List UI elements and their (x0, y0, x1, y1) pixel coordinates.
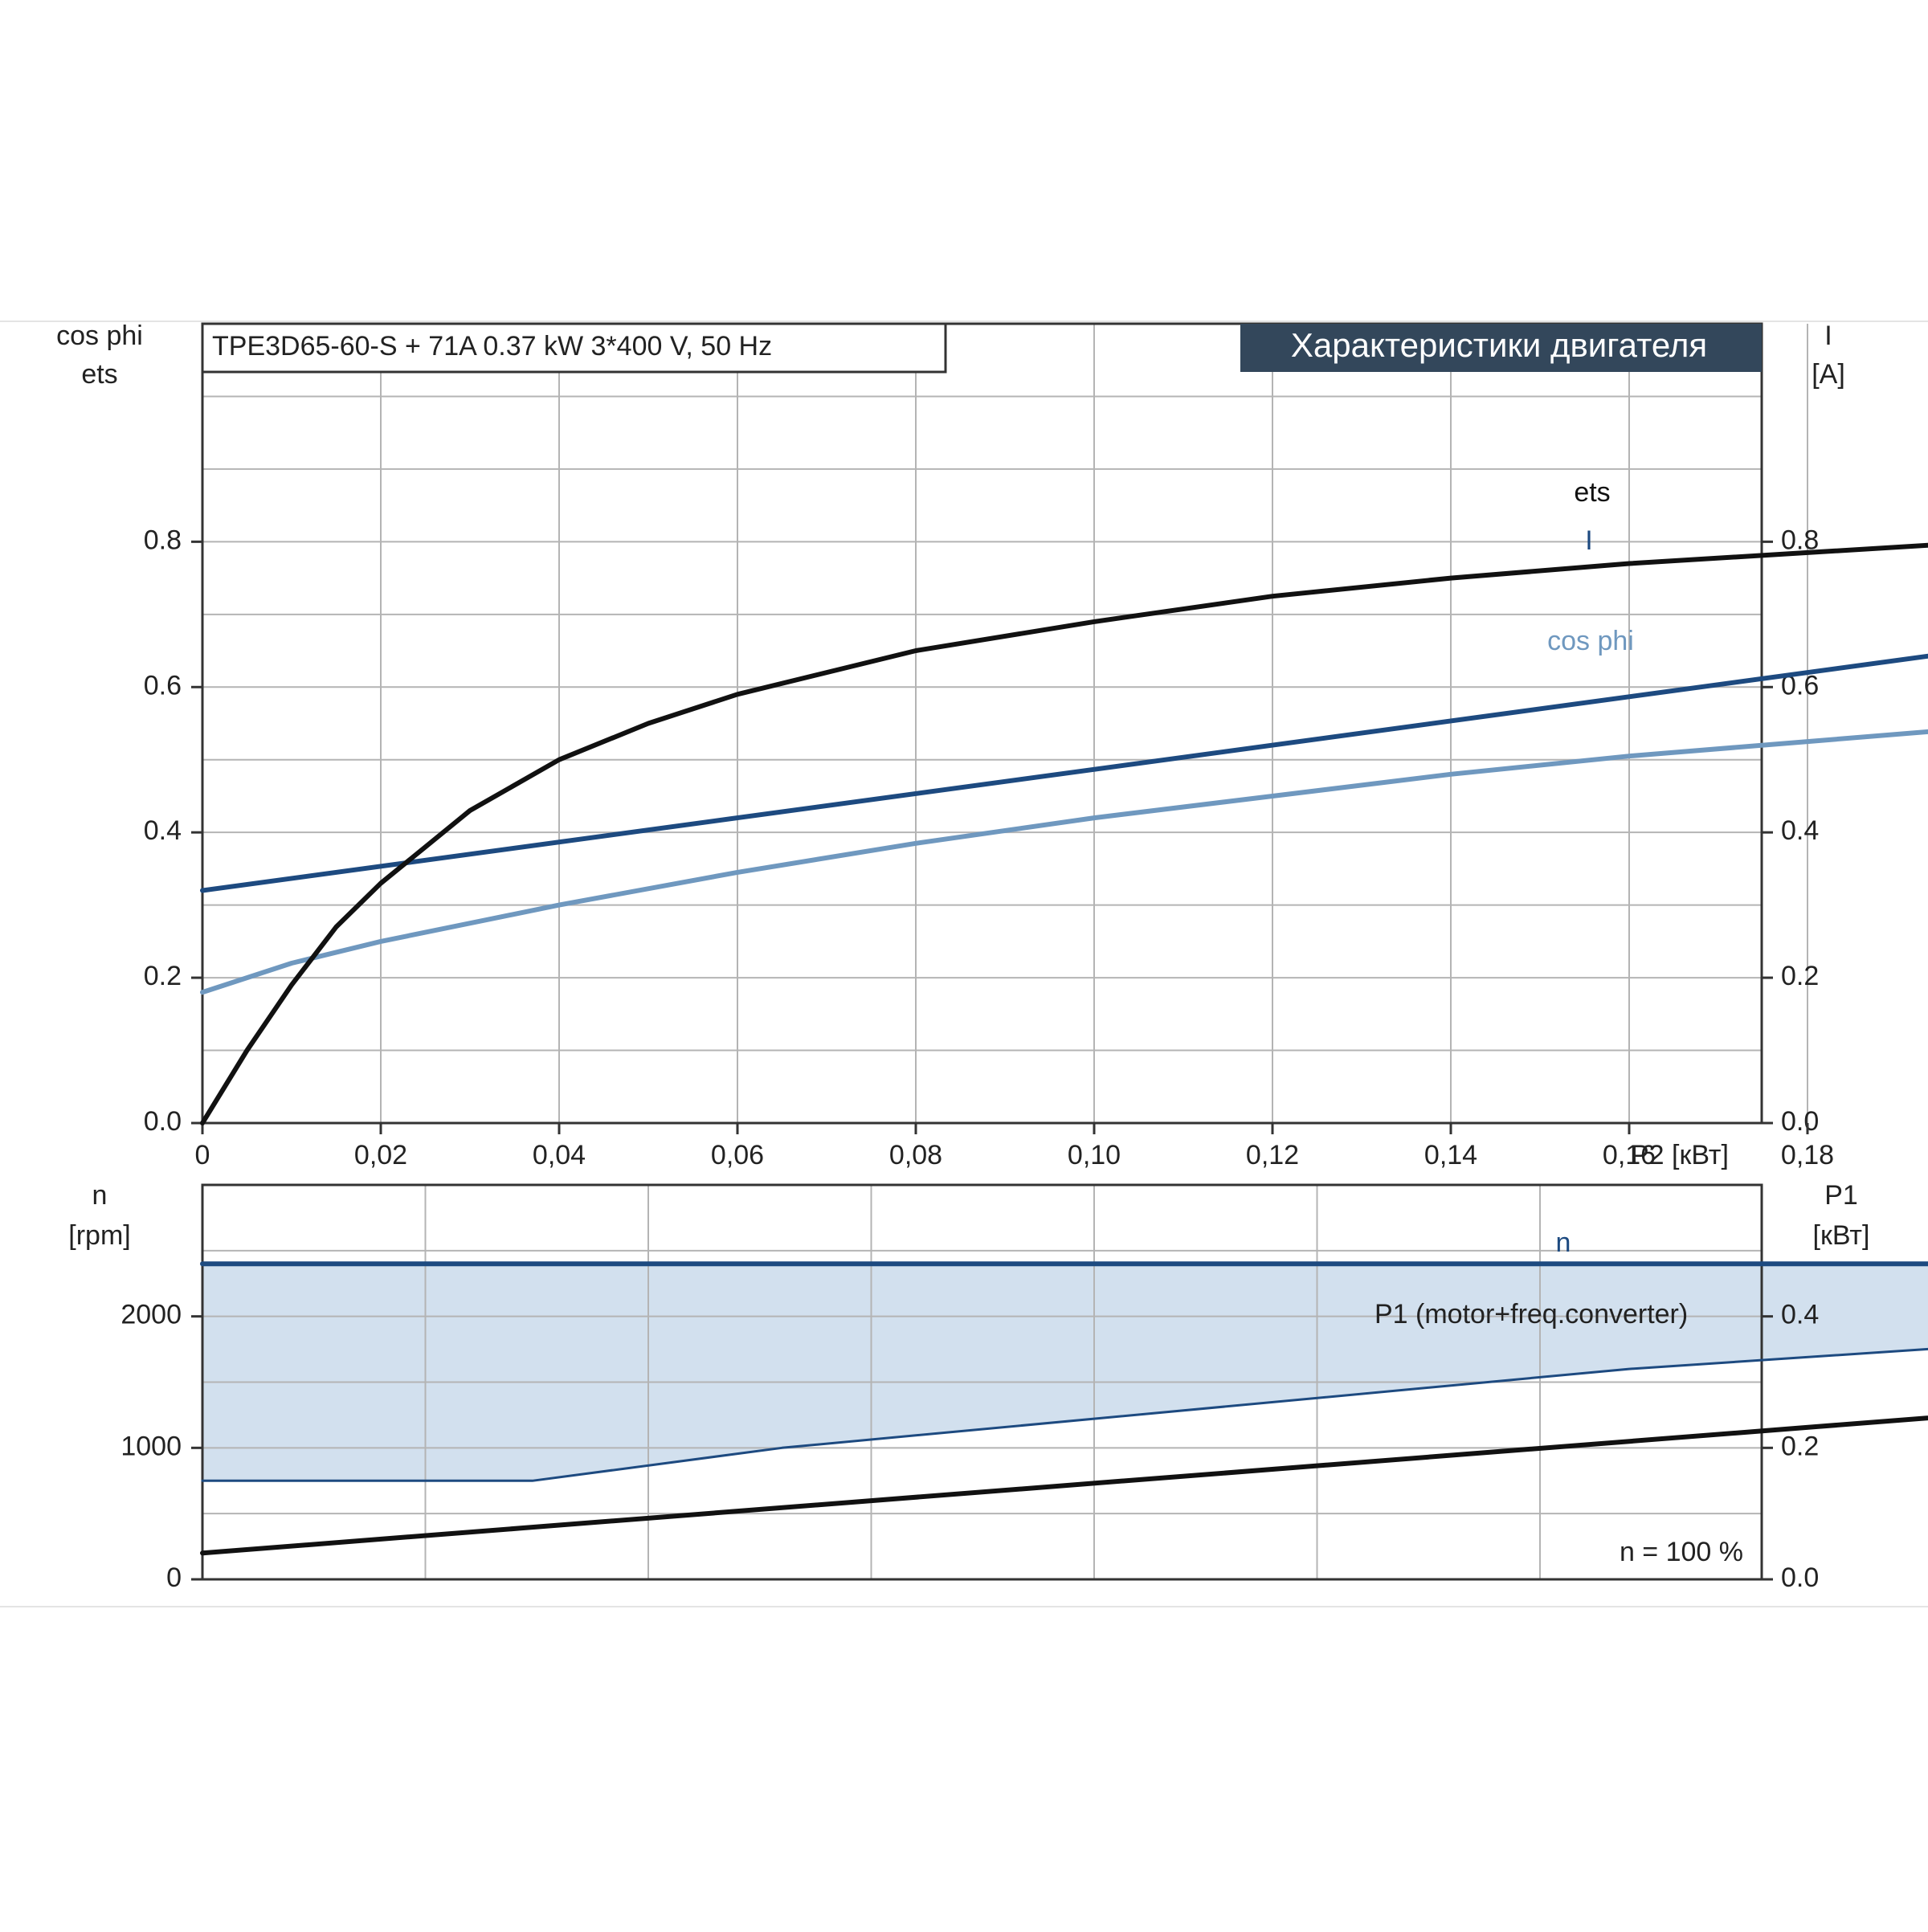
model-label-box (201, 322, 947, 374)
top-y-tick-label-left: 0.2 (144, 961, 182, 991)
y-left-label-cos-phi: cos phi (56, 321, 143, 351)
top-y-tick-label-right: 0.0 (1781, 1106, 1819, 1137)
top-plot-frame (201, 322, 1763, 1125)
x-tick-label: 0 (195, 1140, 210, 1170)
y-right-label-i: I (1824, 321, 1832, 351)
bottom-y-tick-label-right: 0.2 (1781, 1431, 1819, 1461)
n-min-boundary (201, 1347, 1928, 1482)
current-curve-label: I (1585, 525, 1592, 556)
x-tick-label: 0,16 (1603, 1140, 1656, 1170)
y-left-label-n: n (92, 1180, 108, 1211)
top-y-tick-label-left: 0.8 (144, 525, 182, 555)
x-tick-label: 0,06 (711, 1140, 764, 1170)
y-right-label-p1: P1 (1824, 1180, 1858, 1211)
title-banner-text: Характеристики двигателя (1291, 326, 1707, 364)
p1-curve (200, 1415, 1928, 1556)
x-tick-label: 0,08 (889, 1140, 942, 1170)
bottom-y-tick-label-left: 2000 (120, 1300, 182, 1330)
x-tick-label: 0,12 (1246, 1140, 1299, 1170)
x-tick-label: 0,14 (1424, 1140, 1477, 1170)
bottom-y-tick-label-left: 0 (166, 1562, 182, 1593)
bottom-panel: 0 1000 2000 0.0 0.2 0.4 n [rpm] P1 [кВт] n P1 (moto… (68, 1180, 1928, 1593)
x-tick-label: 0,04 (533, 1140, 586, 1170)
top-y-tick-label-left: 0.0 (144, 1106, 182, 1137)
x-axis-label: P2 [кВт] (1631, 1140, 1729, 1170)
n-operating-area (202, 1264, 1928, 1481)
ets-curve-label: ets (1574, 477, 1610, 508)
bottom-y-tick-label-left: 1000 (120, 1431, 182, 1461)
x-tick-label: 0,10 (1068, 1140, 1121, 1170)
ets-curve (200, 542, 1928, 1125)
x-tick-label: 0,18 (1781, 1140, 1834, 1170)
x-tick-label: 0,02 (354, 1140, 407, 1170)
top-y-tick-label-left: 0.4 (144, 815, 182, 846)
n-curve-label: n (1556, 1227, 1571, 1258)
y-left-label-ets: ets (81, 359, 117, 390)
cos-phi-curve (200, 729, 1928, 995)
y-left-unit-rpm: [rpm] (68, 1220, 130, 1251)
title-banner (1240, 324, 1762, 372)
top-panel: 0.00.20.40.60.80.00.20.40.60.80 0,02 0,04 0… (56, 321, 1928, 1170)
y-right-unit-kw: [кВт] (1813, 1220, 1870, 1251)
top-y-tick-label-right: 0.4 (1781, 815, 1819, 846)
p1-curve-label: P1 (motor+freq.converter) (1375, 1299, 1688, 1330)
speed-annotation: n = 100 % (1620, 1537, 1743, 1567)
bottom-y-tick-label-right: 0.0 (1781, 1562, 1819, 1593)
top-y-tick-label-right: 0.2 (1781, 961, 1819, 991)
y-right-unit-a: [A] (1812, 359, 1845, 390)
current-curve (200, 653, 1928, 893)
bottom-plot-frame (201, 1183, 1763, 1581)
bottom-y-tick-label-right: 0.4 (1781, 1300, 1819, 1330)
top-y-tick-label-left: 0.6 (144, 670, 182, 701)
cos-phi-curve-label: cos phi (1547, 626, 1634, 656)
model-label: TPE3D65-60-S + 71A 0.37 kW 3*400 V, 50 H… (212, 331, 772, 361)
